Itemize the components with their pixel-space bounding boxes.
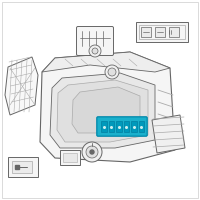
Polygon shape (152, 115, 185, 153)
Circle shape (92, 48, 98, 54)
Bar (138, 121, 144, 132)
Bar (60, 150, 80, 165)
Bar (12, 161, 32, 173)
Circle shape (89, 45, 101, 57)
Polygon shape (40, 52, 175, 162)
Bar (124, 121, 129, 132)
Bar (155, 27, 165, 37)
Bar (108, 121, 114, 132)
Bar (141, 27, 151, 37)
Circle shape (86, 146, 98, 158)
Bar (63, 153, 77, 162)
Circle shape (108, 68, 116, 76)
FancyBboxPatch shape (97, 117, 147, 136)
FancyBboxPatch shape (76, 26, 114, 55)
Circle shape (82, 142, 102, 162)
Circle shape (105, 65, 119, 79)
Bar (169, 27, 179, 37)
Bar (139, 25, 185, 39)
Polygon shape (72, 87, 140, 133)
Bar (131, 121, 136, 132)
Polygon shape (42, 52, 170, 72)
Polygon shape (5, 57, 38, 115)
Polygon shape (50, 73, 155, 148)
Bar (136, 22, 188, 42)
Bar (8, 157, 38, 177)
Circle shape (90, 150, 94, 154)
Bar (101, 121, 106, 132)
Polygon shape (57, 80, 148, 142)
Bar (116, 121, 122, 132)
